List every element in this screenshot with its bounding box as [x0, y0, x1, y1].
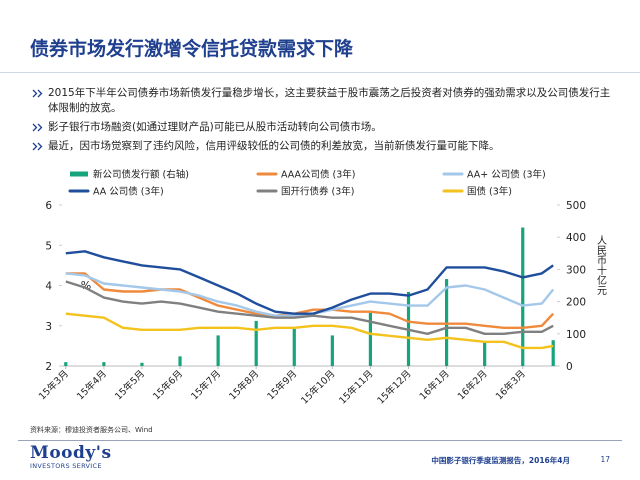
y2-tick-label: 200 [566, 297, 586, 309]
bullet-text: 2015年下半年公司债券市场新债发行量稳步增长，这主要获益于股市震荡之后投资者对… [48, 87, 611, 114]
bullet-list: 2015年下半年公司债券市场新债发行量稳步增长，这主要获益于股市震荡之后投资者对… [30, 86, 615, 158]
bar [64, 362, 68, 366]
x-tick-label: 16年3月 [493, 368, 528, 403]
chart: 新公司债发行额 (右轴) AAA公司债 (3年) AA+ 公司债 (3年) AA 公司… [36, 169, 607, 407]
bullet-text: 最近，因市场觉察到了违约风险，信用评级较低的公司债的利差放宽，当前新债发行量可能… [48, 140, 500, 152]
line-series [65, 280, 554, 336]
legend-label: 国开行债券 (3年) [281, 186, 354, 198]
x-tick-label: 15年4月 [74, 368, 109, 403]
x-tick-label: 15年7月 [188, 368, 223, 403]
bar [216, 335, 220, 366]
y-tick-label: 6 [45, 200, 52, 212]
legend-swatch [70, 171, 88, 177]
x-tick-label: 15年6月 [150, 368, 185, 403]
bullet-marker [32, 123, 43, 132]
bar [140, 362, 144, 366]
bar [254, 320, 258, 366]
title-rule [0, 72, 640, 73]
line-series [65, 250, 554, 315]
bar [551, 340, 555, 366]
x-tick-label: 15年10月 [298, 368, 337, 407]
line-series [65, 272, 555, 330]
y-tick-label: 4 [45, 281, 52, 293]
y2-tick-label: 400 [566, 232, 586, 244]
logo-sub: INVESTORS SERVICE [30, 462, 102, 470]
x-tick-label: 15年3月 [36, 368, 71, 403]
x-tick-label: 15年11月 [337, 368, 376, 407]
logo: Moody's INVESTORS SERVICE [30, 444, 112, 470]
bullet-marker [32, 89, 43, 98]
bar [330, 335, 334, 366]
bar [483, 341, 487, 366]
y2-tick-label: 500 [566, 200, 586, 212]
legend-label: 新公司债发行额 (右轴) [93, 169, 189, 181]
bar [178, 356, 182, 366]
footer-rule [18, 440, 622, 441]
legend-label: AA 公司债 (3年) [93, 186, 164, 198]
bar [521, 227, 525, 366]
page-number: 17 [600, 455, 610, 464]
logo-main: Moody's [30, 443, 112, 463]
x-tick-label: 15年8月 [227, 368, 262, 403]
y-axis-label: % [81, 279, 91, 292]
bullet-text: 影子银行市场融资(如通过理财产品)可能已从股市活动转向公司债市场。 [48, 121, 382, 133]
source-note: 资料来源：穆迪投资者服务公司、Wind [30, 426, 153, 434]
slide-title: 债券市场发行激增令信托贷款需求下降 [30, 38, 354, 60]
line-series [65, 312, 554, 350]
x-tick-label: 15年5月 [112, 368, 147, 403]
y2-tick-label: 300 [566, 264, 586, 276]
bar [368, 312, 373, 366]
bullet: 最近，因市场觉察到了违约风险，信用评级较低的公司债的利差放宽，当前新债发行量可能… [30, 139, 615, 154]
bullet-marker [32, 142, 43, 151]
x-tick-label: 16年2月 [455, 368, 490, 403]
legend-label: 国债 (3年) [467, 186, 512, 198]
bullet: 2015年下半年公司债券市场新债发行量稳步增长，这主要获益于股市震荡之后投资者对… [30, 86, 615, 116]
y-tick-label: 3 [45, 321, 52, 333]
bar [102, 362, 106, 366]
bullet: 影子银行市场融资(如通过理财产品)可能已从股市活动转向公司债市场。 [30, 120, 615, 135]
x-tick-label: 15年9月 [265, 368, 300, 403]
legend-label: AA+ 公司债 (3年) [467, 169, 546, 181]
report-name: 中国影子银行季度监测报告，2016年4月 [431, 456, 570, 465]
x-tick-label: 16年1月 [417, 368, 452, 403]
x-tick-label: 15年12月 [375, 368, 414, 407]
y-tick-label: 2 [45, 361, 52, 373]
y2-tick-label: 100 [566, 329, 586, 341]
y2-axis-label: 人民币十亿元 [595, 235, 607, 295]
y2-tick-label: 0 [566, 361, 573, 373]
bar [292, 328, 296, 366]
y-tick-label: 5 [45, 240, 52, 252]
legend-label: AAA公司债 (3年) [281, 169, 356, 181]
